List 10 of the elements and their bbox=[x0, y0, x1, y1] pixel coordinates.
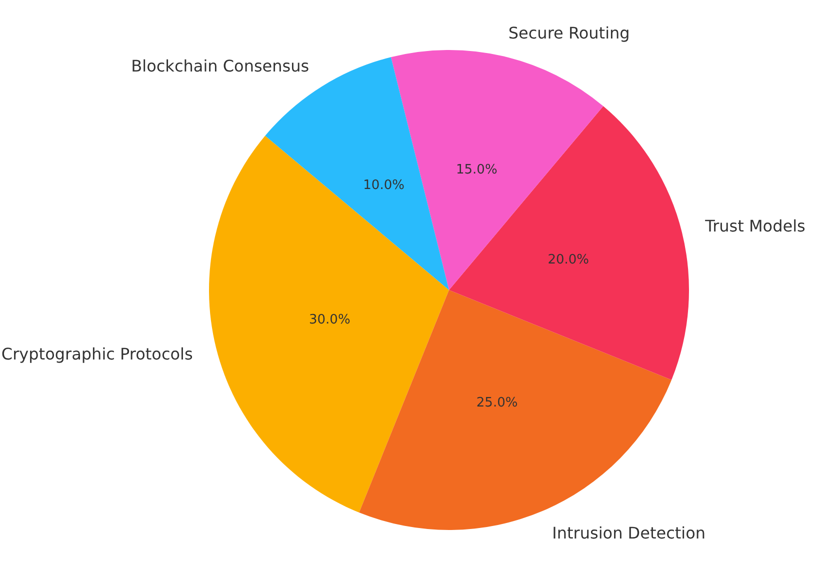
slice-label: Blockchain Consensus bbox=[131, 56, 310, 76]
slice-label: Cryptographic Protocols bbox=[1, 344, 193, 364]
data-label: 30.0% bbox=[308, 312, 350, 328]
slice-label: Trust Models bbox=[704, 216, 806, 236]
data-label: 10.0% bbox=[363, 178, 404, 194]
data-label: 25.0% bbox=[476, 396, 518, 411]
slice-label: Intrusion Detection bbox=[552, 524, 706, 543]
slice-label: Secure Routing bbox=[508, 23, 630, 42]
data-label: 15.0% bbox=[456, 162, 498, 178]
data-label: 20.0% bbox=[548, 252, 590, 268]
